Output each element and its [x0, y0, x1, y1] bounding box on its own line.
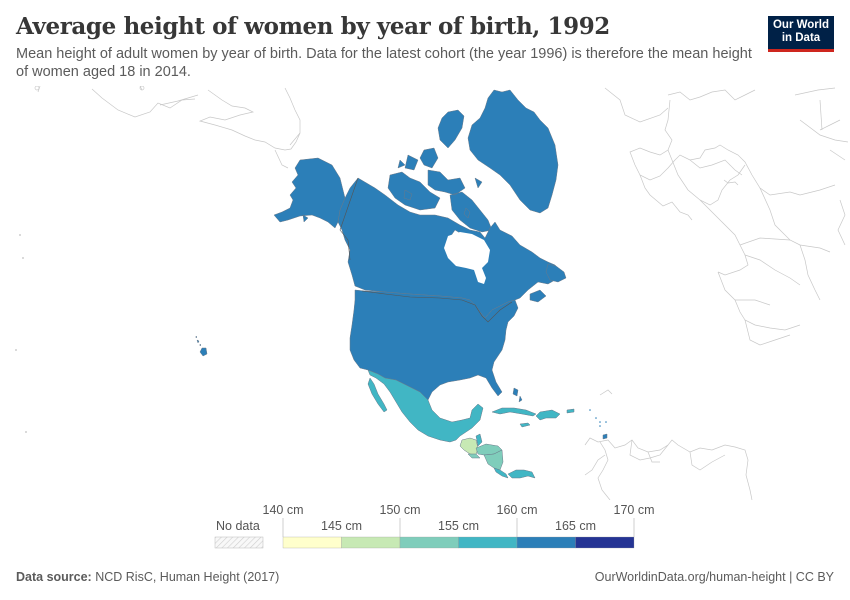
country-jamaica[interactable]	[519, 422, 531, 428]
legend-tick-155: 155 cm	[438, 519, 479, 533]
logo-line-2: in Data	[781, 32, 821, 44]
legend-bin-150-155[interactable]	[399, 536, 459, 549]
chart-footer: Data source: NCD RisC, Human Height (201…	[16, 570, 834, 584]
choropleth-map	[15, 86, 849, 500]
no-data-regions	[15, 86, 849, 500]
legend-bin-165-170[interactable]	[575, 536, 635, 549]
legend-tick-150: 150 cm	[380, 503, 421, 517]
chart-subtitle: Mean height of adult women by year of bi…	[16, 46, 752, 81]
data-source-label: Data source:	[16, 570, 92, 584]
country-mexico[interactable]	[367, 369, 484, 443]
country-nicaragua[interactable]	[483, 449, 504, 471]
country-costa-rica[interactable]	[493, 467, 509, 479]
color-legend: No data 140 cm 150 cm 160 cm 170 cm 145 …	[214, 503, 655, 549]
data-regions	[195, 89, 608, 479]
chart-header: Average height of women by year of birth…	[16, 13, 756, 82]
logo-line-1: Our World	[772, 19, 829, 31]
hudson-bay	[444, 232, 490, 284]
country-belize[interactable]	[475, 433, 483, 447]
legend-bin-160-165[interactable]	[516, 536, 576, 549]
legend-tick-145: 145 cm	[321, 519, 362, 533]
country-greenland[interactable]	[467, 89, 559, 214]
legend-tick-170: 170 cm	[614, 503, 655, 517]
country-canada-newfoundland[interactable]	[529, 263, 567, 303]
country-usa-hawaii[interactable]	[195, 335, 208, 357]
legend-tick-165: 165 cm	[555, 519, 596, 533]
no-data-swatch	[214, 536, 264, 549]
legend-tick-160: 160 cm	[497, 503, 538, 517]
legend-tick-140: 140 cm	[263, 503, 304, 517]
country-el-salvador[interactable]	[467, 453, 481, 459]
legend-bin-140-145[interactable]	[282, 536, 342, 549]
country-panama[interactable]	[507, 469, 536, 479]
chart-title: Average height of women by year of birth…	[16, 13, 610, 40]
country-bahamas[interactable]	[512, 387, 523, 403]
country-cuba[interactable]	[491, 407, 537, 417]
legend-bin-155-160[interactable]	[458, 536, 518, 549]
country-trinidad-tobago[interactable]	[602, 433, 608, 440]
no-data-label: No data	[216, 519, 260, 533]
data-source-text: NCD RisC, Human Height (2017)	[91, 570, 280, 584]
legend-bin-145-150[interactable]	[341, 536, 401, 549]
country-puerto-rico[interactable]	[566, 408, 575, 414]
data-source[interactable]: Data source: NCD RisC, Human Height (201…	[16, 570, 279, 584]
country-usa-alaska[interactable]	[273, 157, 346, 229]
source-url-link[interactable]: OurWorldinData.org/human-height | CC BY	[594, 570, 834, 584]
owid-logo[interactable]: Our World in Data	[768, 16, 834, 52]
country-hispaniola[interactable]	[535, 409, 561, 421]
country-guatemala[interactable]	[459, 437, 479, 456]
